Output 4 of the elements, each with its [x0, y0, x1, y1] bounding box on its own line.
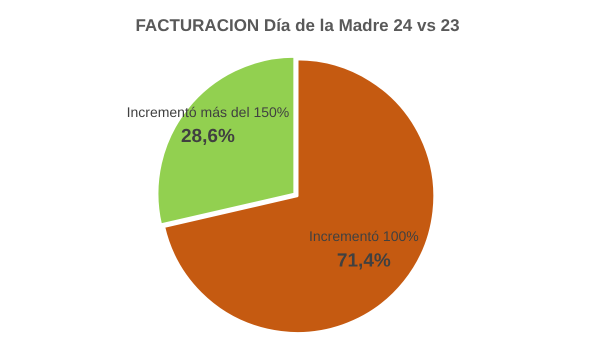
data-label: 28,6%: [180, 126, 235, 148]
slice-label: Incrementó 100%: [308, 228, 419, 244]
data-label: 71,4%: [336, 250, 391, 272]
chart-title: FACTURACION Día de la Madre 24 vs 23: [135, 16, 460, 35]
